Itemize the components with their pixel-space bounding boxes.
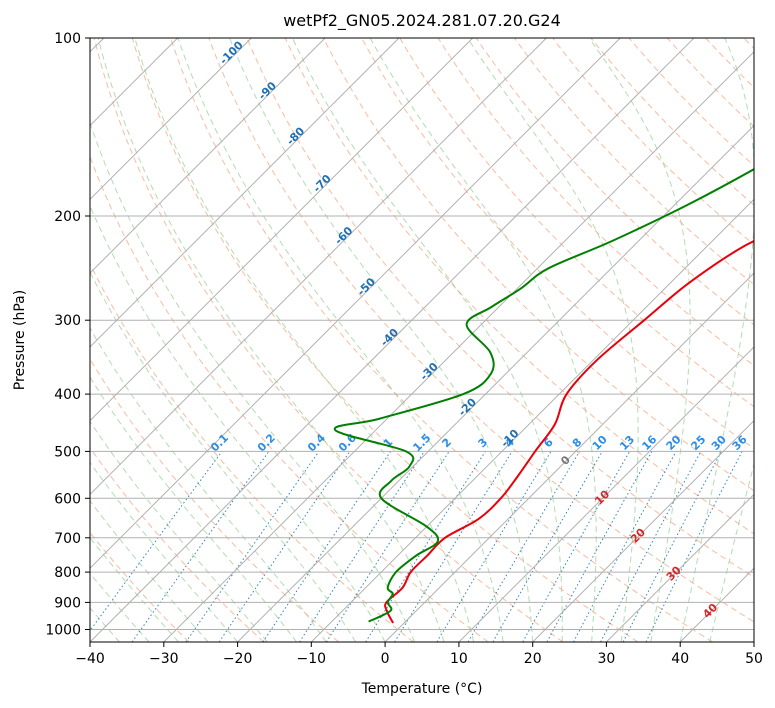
moist-adiabat-line [292, 38, 563, 642]
moist-adiabat-line [90, 376, 297, 642]
isotherms [90, 38, 754, 642]
y-tick-label: 900 [54, 595, 81, 611]
dry-adiabat-line [90, 262, 414, 642]
moist-adiabat-line [588, 38, 691, 642]
dry-adiabat-line [399, 38, 754, 408]
mixing-ratio-line [394, 451, 513, 642]
moist-adiabat-line [90, 500, 209, 642]
x-tick-label: 30 [597, 651, 615, 667]
x-tick-label: 50 [745, 651, 763, 667]
isotherm-line [163, 51, 754, 642]
dry-adiabat-line [514, 38, 754, 286]
moist-adiabat-line [90, 271, 357, 642]
x-axis-title: Temperature (°C) [361, 681, 483, 697]
dry-adiabat-line [131, 38, 639, 642]
isotherm-line [458, 346, 754, 642]
moist-adiabat-line [134, 38, 475, 642]
moist-adiabat-line [90, 121, 416, 642]
isotherm-line [90, 38, 326, 274]
dry-adiabat-line [93, 38, 564, 642]
isotherm-line [606, 493, 754, 642]
dry-adiabat-line [437, 38, 754, 367]
moist-adiabat-line [679, 38, 754, 642]
moist-adiabat-line [369, 38, 597, 642]
dry-adiabat-line [628, 38, 754, 167]
moist-adiabat-line [229, 38, 534, 642]
x-tick-label: −10 [297, 651, 327, 667]
chart-title: wetPf2_GN05.2024.281.07.20.G24 [283, 11, 561, 31]
moist-adiabat-line [90, 536, 179, 642]
x-tick-label: −20 [223, 651, 253, 667]
isotherm-line [237, 124, 754, 642]
dry-adiabat-line [552, 38, 754, 246]
y-tick-label: 600 [54, 491, 81, 507]
dry-adiabat-line [246, 38, 754, 578]
y-tick-label: 500 [54, 444, 81, 460]
isotherm-line [90, 38, 547, 496]
isotherm-line [90, 38, 474, 422]
y-tick-label: 800 [54, 565, 81, 581]
y-axis-ticks: 100 200 300 400 500 600 700 800 900 1000 [45, 31, 90, 639]
dry-adiabat-line [208, 38, 754, 623]
moist-adiabat-line [90, 204, 386, 642]
x-tick-label: 10 [450, 651, 468, 667]
isotherm-line [384, 272, 754, 642]
mixing-ratio-line [218, 451, 351, 642]
isotherm-line [90, 38, 400, 348]
plot-frame [89, 37, 755, 643]
x-tick-label: 20 [524, 651, 542, 667]
isotherm-line [90, 38, 252, 201]
dry-adiabat-line [322, 38, 754, 492]
x-tick-label: 40 [671, 651, 689, 667]
isotherm-line [90, 38, 695, 642]
moist-adiabat-line [177, 38, 504, 642]
mixing-ratio-line [492, 451, 603, 642]
x-axis-ticks: −40 −30 −20 −10 0 10 20 30 40 50 [75, 642, 763, 667]
isotherm-line [310, 198, 754, 642]
mixing-ratio-line [436, 451, 552, 642]
x-tick-label: −40 [75, 651, 105, 667]
y-axis-title: Pressure (hPa) [12, 290, 28, 390]
mixing-ratio-line [573, 451, 677, 642]
moist-adiabat-line [90, 461, 238, 642]
mixing-ratio-line [325, 451, 450, 642]
mixing-ratio-line [131, 451, 270, 642]
sounding-profiles [333, 168, 754, 624]
x-tick-label: 0 [381, 651, 390, 667]
mixing-ratio-line [467, 451, 581, 642]
y-tick-label: 300 [54, 313, 81, 329]
dewpoint-profile [333, 168, 754, 623]
temperature-profile [384, 239, 754, 624]
isotherm-line [90, 38, 621, 569]
y-tick-label: 700 [54, 531, 81, 547]
plot-area: 0.1 0.2 0.4 0.6 1 1.5 2 3 4 6 8 10 13 16 20 25 30 36-100-… [90, 38, 754, 642]
moist-adiabat-line [90, 420, 268, 642]
y-tick-label: 100 [54, 31, 81, 47]
y-tick-label: 400 [54, 387, 81, 403]
pressure-gridlines [90, 38, 754, 630]
y-tick-label: 200 [54, 209, 81, 225]
x-tick-label: −30 [149, 651, 179, 667]
mixing-ratio-line [90, 451, 223, 632]
mixing-ratio-line [365, 451, 486, 642]
moist-adiabat-line [709, 462, 754, 642]
y-tick-label: 1000 [45, 623, 81, 639]
isotherm-line [532, 419, 754, 642]
mixing-ratio-line [522, 451, 631, 642]
dry-adiabat-line [90, 446, 265, 642]
